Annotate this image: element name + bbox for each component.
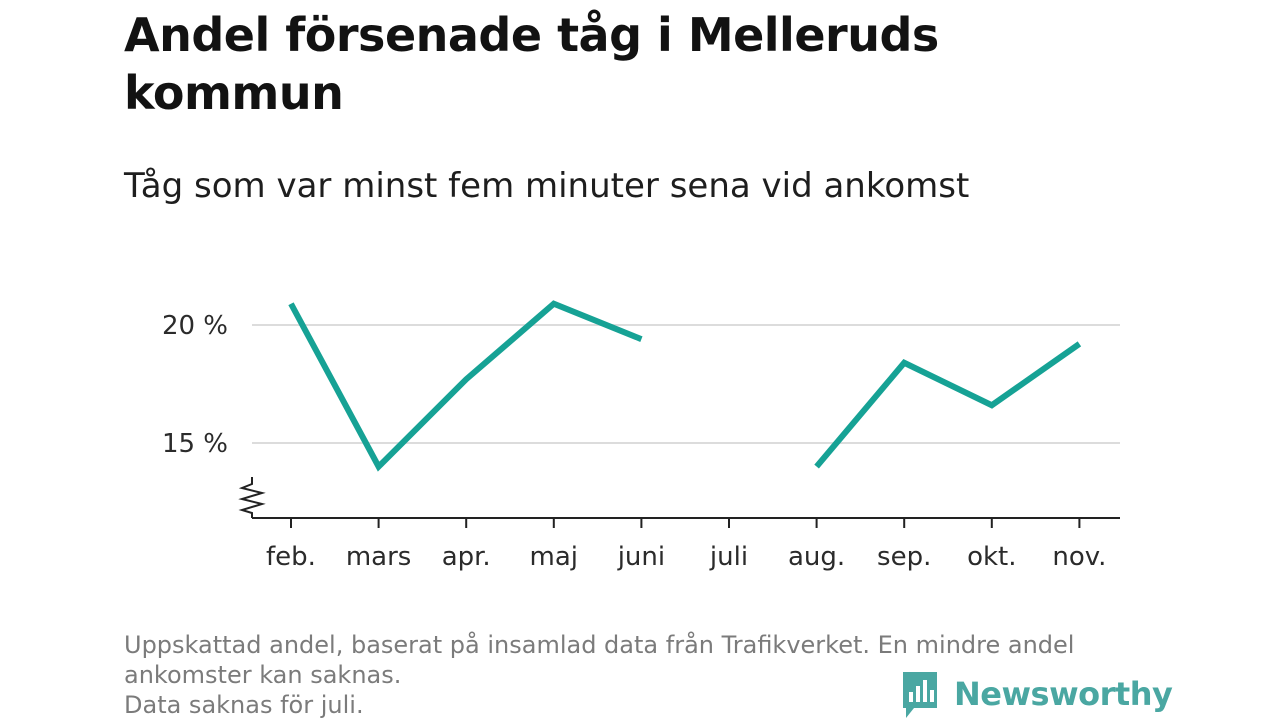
brand-name: Newsworthy bbox=[954, 675, 1173, 713]
series-line-segment bbox=[288, 300, 643, 472]
y-tick-label: 15 % bbox=[162, 429, 228, 459]
y-axis: 15 % 20 % bbox=[162, 311, 266, 518]
footnote-line: Data saknas för juli. bbox=[124, 691, 364, 719]
bar-chart-speech-bubble-icon bbox=[903, 672, 937, 718]
x-tick-label: sep. bbox=[877, 542, 931, 572]
x-tick-label: maj bbox=[530, 542, 578, 572]
y-tick-label: 20 % bbox=[162, 311, 228, 341]
x-tick-label: feb. bbox=[266, 542, 316, 572]
footnote: Uppskattad andel, baserat på insamlad da… bbox=[124, 630, 1164, 720]
x-axis bbox=[252, 517, 1120, 528]
axis-break-icon bbox=[238, 477, 266, 518]
x-tick-label: juni bbox=[617, 542, 665, 572]
x-tick-label: mars bbox=[346, 542, 412, 572]
x-tick-label: aug. bbox=[788, 542, 845, 572]
x-tick-label: okt. bbox=[967, 542, 1016, 572]
chart-subtitle: Tåg som var minst fem minuter sena vid a… bbox=[124, 166, 970, 206]
brand-logo: Newsworthy bbox=[900, 668, 1173, 720]
x-tick-labels: feb. mars apr. maj juni juli aug. sep. okt. nov. bbox=[266, 542, 1106, 572]
series-line-segment bbox=[814, 341, 1082, 469]
x-tick-label: nov. bbox=[1052, 542, 1106, 572]
gridlines bbox=[252, 324, 1120, 444]
x-tick-label: apr. bbox=[442, 542, 491, 572]
footnote-line: Uppskattad andel, baserat på insamlad da… bbox=[124, 631, 1075, 659]
footnote-line: ankomster kan saknas. bbox=[124, 661, 402, 689]
x-tick-label: juli bbox=[709, 542, 748, 572]
series-line bbox=[288, 300, 1082, 472]
chart-title: Andel försenade tåg i Melleruds kommun bbox=[124, 8, 939, 120]
